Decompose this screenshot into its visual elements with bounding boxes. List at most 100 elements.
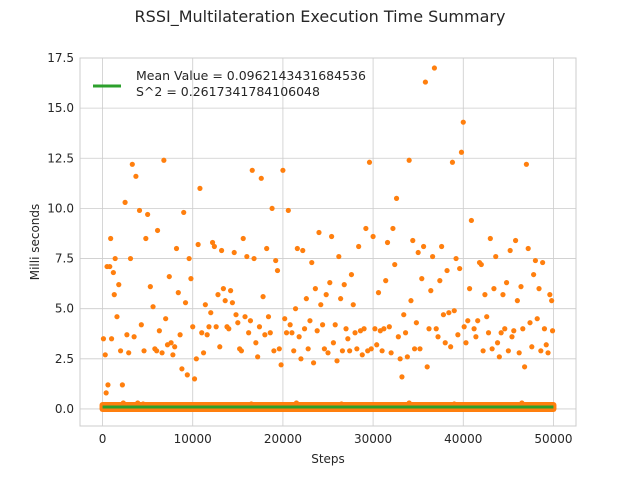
scatter-point xyxy=(375,290,382,296)
scatter-point xyxy=(430,253,436,260)
scatter-point xyxy=(321,346,327,352)
scatter-point xyxy=(273,257,279,264)
scatter-point xyxy=(202,302,208,308)
scatter-point xyxy=(116,282,122,288)
scatter-point xyxy=(215,292,221,298)
scatter-point xyxy=(442,340,448,346)
x-tick-label: 50000 xyxy=(534,432,572,446)
scatter-point xyxy=(172,344,178,350)
scatter-point xyxy=(541,326,548,332)
x-tick-label: 0 xyxy=(99,432,107,446)
scatter-point xyxy=(503,280,510,286)
scatter-point xyxy=(190,324,196,330)
scatter-point xyxy=(330,340,337,346)
scatter-point xyxy=(352,330,358,336)
scatter-point xyxy=(473,334,479,340)
scatter-point xyxy=(231,249,237,256)
scatter-point xyxy=(498,330,504,336)
scatter-point xyxy=(283,330,290,336)
scatter-point xyxy=(532,257,539,264)
scatter-point xyxy=(520,326,526,332)
scatter-point xyxy=(267,330,273,336)
scatter-point xyxy=(399,374,405,380)
scatter-point xyxy=(138,322,144,328)
scatter-point xyxy=(150,304,156,310)
scatter-point xyxy=(246,330,252,336)
scatter-point xyxy=(117,348,124,354)
scatter-point xyxy=(347,348,353,354)
y-tick-label: 5.0 xyxy=(55,302,74,316)
scatter-point xyxy=(100,336,107,342)
scatter-point xyxy=(300,247,306,254)
scatter-point xyxy=(451,308,457,314)
scatter-point xyxy=(195,241,201,248)
scatter-point xyxy=(381,326,387,332)
scatter-point xyxy=(534,316,540,322)
scatter-point xyxy=(509,334,515,340)
scatter-point xyxy=(264,245,270,252)
scatter-point xyxy=(410,237,416,244)
scatter-point xyxy=(319,322,326,328)
y-tick-label: 2.5 xyxy=(55,352,74,366)
scatter-point xyxy=(417,346,423,352)
scatter-point xyxy=(478,261,484,268)
scatter-point xyxy=(393,195,400,201)
scatter-point xyxy=(482,292,488,298)
y-tick-label: 10.0 xyxy=(47,201,74,215)
scatter-point xyxy=(248,401,254,407)
scatter-point xyxy=(366,159,373,165)
x-tick-label: 30000 xyxy=(354,432,392,446)
scatter-point xyxy=(336,253,342,260)
scatter-point xyxy=(426,326,432,332)
scatter-point xyxy=(314,328,320,334)
scatter-point xyxy=(383,278,389,284)
scatter-point xyxy=(419,275,425,282)
scatter-point xyxy=(199,330,205,336)
scatter-point xyxy=(386,324,392,330)
scatter-point xyxy=(359,352,365,358)
scatter-point xyxy=(249,167,255,173)
scatter-point xyxy=(338,296,344,302)
scatter-point xyxy=(440,312,447,318)
scatter-point xyxy=(122,199,128,205)
scatter-point xyxy=(433,326,439,332)
scatter-point xyxy=(211,243,217,250)
scatter-point xyxy=(188,275,194,282)
scatter-point xyxy=(406,157,412,163)
scatter-point xyxy=(255,354,261,360)
scatter-point xyxy=(253,340,259,346)
scatter-point xyxy=(294,245,300,252)
scatter-point xyxy=(181,209,187,216)
scatter-point xyxy=(480,348,486,354)
scatter-point xyxy=(507,247,513,254)
scatter-point xyxy=(244,253,250,260)
scatter-point xyxy=(209,239,216,246)
x-tick-label: 20000 xyxy=(264,432,302,446)
y-tick-label: 0.0 xyxy=(55,402,74,416)
scatter-point xyxy=(228,288,234,294)
scatter-point xyxy=(105,382,111,388)
scatter-point xyxy=(338,401,345,407)
scatter-point xyxy=(540,259,546,266)
scatter-point xyxy=(287,322,293,328)
scatter-point xyxy=(465,318,471,324)
scatter-point xyxy=(428,288,434,294)
scatter-point xyxy=(220,286,226,292)
scatter-point xyxy=(114,314,120,320)
scatter-point xyxy=(413,320,419,326)
scatter-point xyxy=(451,401,457,407)
scatter-point xyxy=(523,161,530,167)
scatter-point xyxy=(298,356,304,362)
scatter-point xyxy=(431,65,438,71)
scatter-point xyxy=(296,334,302,340)
scatter-point xyxy=(229,300,236,306)
scatter-point xyxy=(460,119,466,125)
scatter-point xyxy=(502,326,508,332)
scatter-point xyxy=(458,149,465,155)
scatter-point xyxy=(265,314,272,320)
scatter-point xyxy=(505,348,511,354)
scatter-point xyxy=(156,328,162,334)
scatter-point xyxy=(177,332,183,338)
x-tick-label: 40000 xyxy=(444,432,482,446)
scatter-point xyxy=(411,346,418,352)
